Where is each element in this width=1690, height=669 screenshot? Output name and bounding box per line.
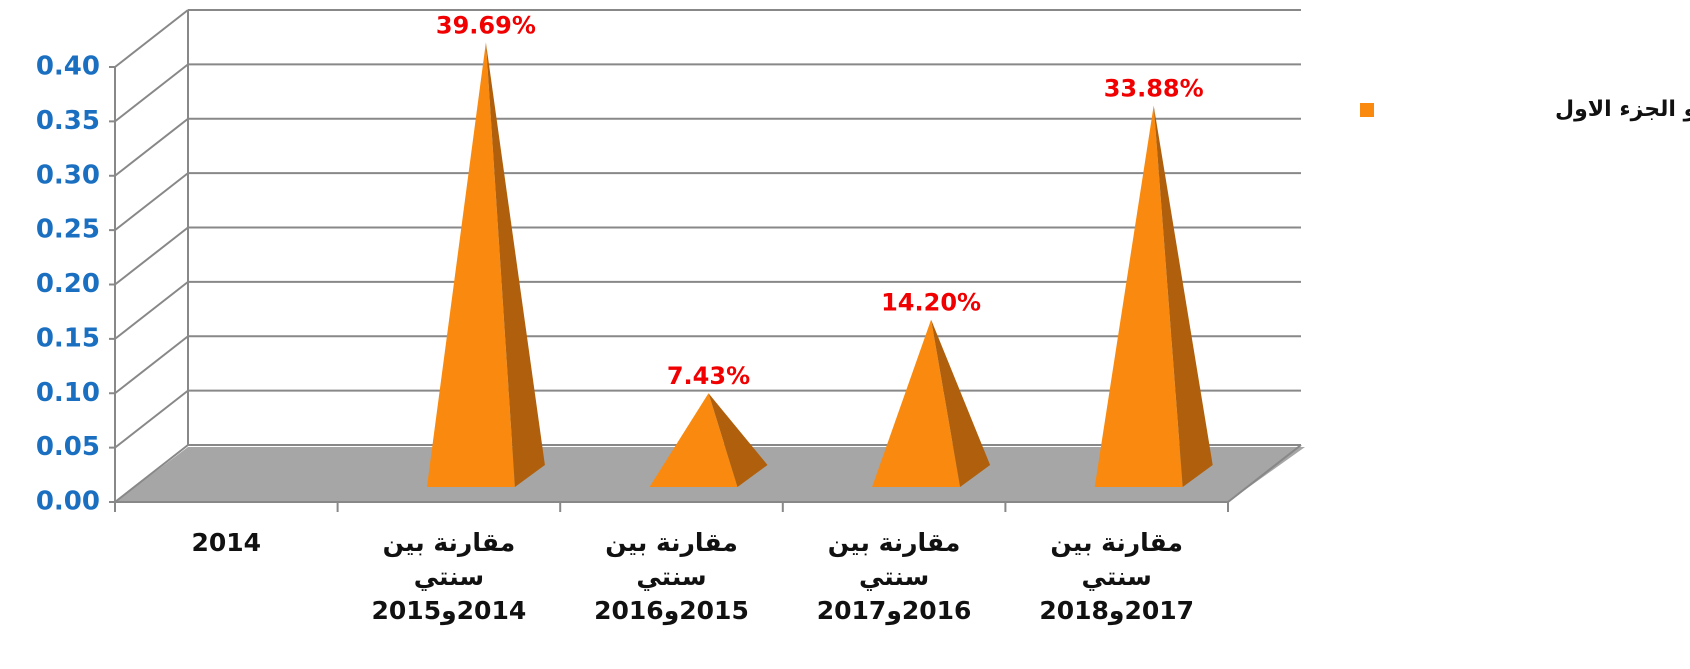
pyramid bbox=[426, 42, 545, 488]
y-tick-label: 0.25 bbox=[36, 215, 100, 245]
pyramid-front bbox=[426, 42, 515, 488]
grid-line bbox=[114, 172, 189, 231]
y-tick-label: 0.05 bbox=[36, 432, 100, 462]
grid-line bbox=[114, 226, 189, 286]
pyramid-side bbox=[485, 42, 545, 488]
data-label: 33.88% bbox=[1104, 75, 1204, 103]
grid-line bbox=[114, 63, 189, 123]
grid-line bbox=[114, 9, 189, 68]
x-tick-label: 2014 bbox=[191, 528, 262, 557]
floor-edge bbox=[1227, 444, 1302, 503]
pyramid-side bbox=[1153, 105, 1213, 488]
x-tick-label: مقارنة بين سنتي 2016و2017 bbox=[816, 528, 972, 625]
x-tick-label: مقارنة بين سنتي 2017و2018 bbox=[1039, 528, 1195, 625]
grid-line bbox=[114, 335, 189, 395]
y-tick-label: 0.15 bbox=[36, 323, 100, 353]
pyramid bbox=[872, 319, 991, 487]
pyramid-front bbox=[1094, 105, 1183, 488]
y-tick-label: 0.35 bbox=[36, 106, 100, 136]
pyramid-front bbox=[649, 393, 738, 487]
pyramid-side bbox=[931, 319, 991, 487]
grid-line bbox=[114, 117, 189, 177]
data-label: 39.69% bbox=[436, 11, 536, 39]
pyramid-front bbox=[872, 319, 961, 487]
data-label: 7.43% bbox=[667, 362, 750, 390]
pyramid bbox=[1094, 105, 1213, 488]
grid-line bbox=[114, 444, 189, 503]
data-label: 14.20% bbox=[881, 289, 981, 317]
legend-label: نمو الجزء الاول bbox=[1555, 97, 1690, 122]
y-tick-label: 0.00 bbox=[36, 487, 100, 517]
x-tick-label: مقارنة بين سنتي 2015و2016 bbox=[594, 528, 749, 625]
y-tick-label: 0.20 bbox=[36, 269, 100, 299]
grid-line bbox=[114, 281, 189, 340]
y-tick-label: 0.10 bbox=[36, 378, 100, 408]
grid-line bbox=[114, 389, 189, 449]
y-tick-label: 0.40 bbox=[36, 52, 100, 82]
x-tick-label: مقارنة بين سنتي 2014و2015 bbox=[371, 528, 527, 625]
legend-swatch bbox=[1360, 103, 1374, 117]
pyramid-side bbox=[708, 393, 768, 487]
y-tick-label: 0.30 bbox=[36, 160, 100, 190]
pyramid bbox=[649, 393, 768, 487]
